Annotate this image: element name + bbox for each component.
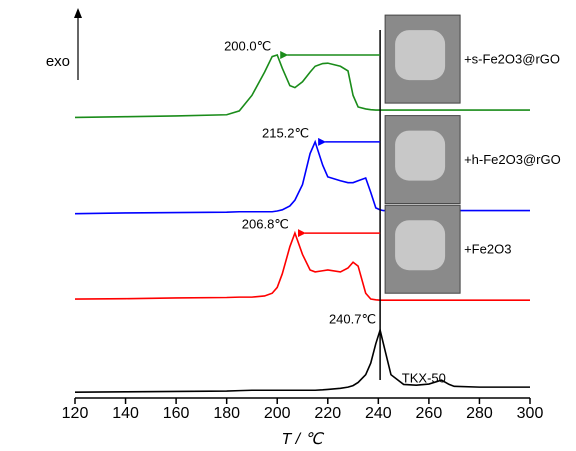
x-tick-label: 220 (314, 405, 341, 422)
x-tick-label: 120 (62, 405, 89, 422)
peak-label: 206.8℃ (242, 217, 289, 232)
sem-image-detail (395, 131, 445, 181)
x-tick-label: 300 (517, 405, 544, 422)
peak-label: 200.0℃ (224, 38, 271, 53)
x-tick-label: 140 (112, 405, 139, 422)
y-label: exo (46, 53, 70, 70)
line-series (75, 142, 530, 214)
chart: exo T / ℃ 120 140 160 180 200 220 240 260 280 300… (0, 0, 576, 451)
exo-arrowhead (74, 8, 82, 18)
x-tick-label: 180 (213, 405, 240, 422)
x-tick-label: 240 (365, 405, 392, 422)
sem-image-detail (395, 30, 445, 80)
series-label: +s-Fe2O3@rGO (464, 52, 560, 67)
line-series (75, 55, 530, 117)
series-label: +Fe2O3 (464, 242, 511, 257)
sem-image-detail (395, 220, 445, 270)
peak-label: 240.7℃ (329, 312, 376, 327)
x-tick-label: 280 (466, 405, 493, 422)
peak-label: 215.2℃ (262, 125, 309, 140)
line-series (75, 330, 530, 392)
series-label: TKX-50 (402, 371, 446, 386)
x-tick-label: 260 (416, 405, 443, 422)
x-tick-label: 160 (163, 405, 190, 422)
x-tick-label: 200 (264, 405, 291, 422)
series-label: +h-Fe2O3@rGO (464, 152, 561, 167)
x-label: T / ℃ (281, 431, 324, 448)
line-series (75, 233, 530, 300)
